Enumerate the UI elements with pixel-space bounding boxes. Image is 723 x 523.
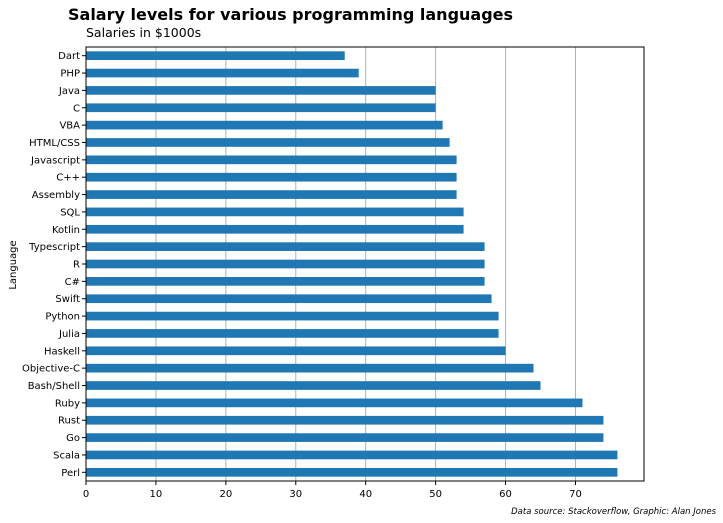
y-tick-label: Ruby (55, 398, 80, 409)
bar-ruby (86, 398, 583, 408)
bar-perl (86, 467, 618, 477)
y-tick-label: Javascript (30, 155, 80, 166)
y-tick-label: Julia (58, 329, 80, 340)
y-tick-label: HTML/CSS (29, 138, 80, 149)
bar-sql (86, 207, 464, 217)
y-tick-label: R (73, 260, 80, 271)
y-tick-label: Typescript (28, 242, 80, 253)
y-tick-label: Bash/Shell (28, 381, 80, 392)
y-tick-label: Go (66, 433, 80, 444)
y-tick-label: Dart (58, 51, 80, 62)
bar-swift (86, 294, 492, 304)
bar-kotlin (86, 224, 464, 234)
x-tick-label: 20 (219, 489, 232, 500)
x-tick-label: 70 (569, 489, 582, 500)
y-axis-label: Language (8, 240, 19, 289)
y-tick-label: Swift (55, 294, 80, 305)
chart-title: Salary levels for various programming la… (68, 5, 513, 24)
y-tick-label: Perl (61, 468, 80, 479)
bar-julia (86, 329, 499, 338)
bars (86, 51, 618, 477)
bar-assembly (86, 190, 457, 199)
y-tick-label: Java (58, 86, 80, 97)
bar-java (86, 86, 436, 95)
bar-r (86, 259, 485, 269)
y-tick-label: Haskell (44, 346, 80, 357)
x-tick-label: 50 (429, 489, 442, 500)
bar-html-css (86, 138, 450, 147)
x-tick-label: 40 (359, 489, 372, 500)
y-tick-label: Objective-C (22, 364, 80, 375)
bar-python (86, 311, 499, 321)
x-axis-ticks: 0 10 20 30 40 50 60 70 (83, 481, 582, 500)
y-axis-ticks: Perl Scala Go Rust Ruby Bash/Shell Objective-C… (22, 51, 86, 479)
y-tick-label: Python (45, 312, 80, 323)
bar-c- (86, 172, 457, 182)
y-tick-label: C++ (56, 173, 80, 184)
bar-bash-shell (86, 381, 541, 390)
y-tick-label: VBA (59, 121, 80, 132)
y-tick-label: Scala (53, 450, 80, 461)
y-tick-label: SQL (60, 207, 80, 218)
y-tick-label: PHP (60, 69, 80, 80)
y-tick-label: Assembly (32, 190, 80, 201)
bar-javascript (86, 155, 457, 165)
y-tick-label: Rust (58, 416, 80, 427)
bar-vba (86, 120, 443, 130)
bar-go (86, 433, 604, 442)
x-tick-label: 60 (499, 489, 512, 500)
y-tick-label: Kotlin (52, 225, 80, 236)
bar-typescript (86, 242, 485, 251)
bar-c- (86, 277, 485, 286)
y-tick-label: C (73, 103, 80, 114)
chart-subtitle: Salaries in $1000s (86, 25, 201, 40)
x-tick-label: 30 (289, 489, 302, 500)
bar-haskell (86, 346, 506, 356)
bar-dart (86, 51, 345, 61)
y-tick-label: C# (65, 277, 80, 288)
bar-php (86, 68, 359, 78)
x-tick-label: 0 (83, 489, 89, 500)
plot-frame (85, 46, 645, 482)
bar-scala (86, 450, 618, 460)
bar-rust (86, 415, 604, 425)
bar-c (86, 103, 436, 113)
footnote: Data source: Stackoverflow, Graphic: Ala… (511, 507, 716, 517)
x-tick-label: 10 (150, 489, 163, 500)
bar-objective-c (86, 363, 534, 373)
